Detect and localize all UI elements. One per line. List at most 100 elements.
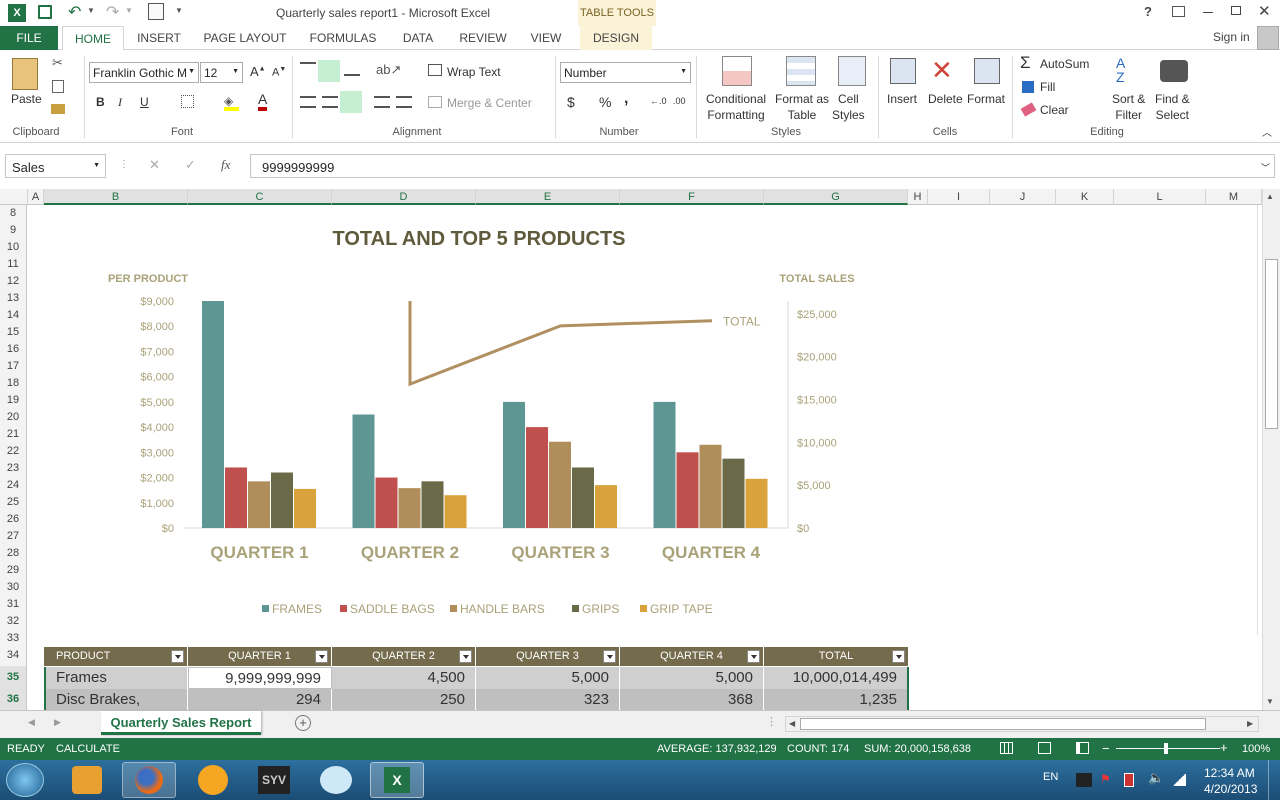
cell-styles-button[interactable]: Cell Styles [832,91,865,123]
column-header[interactable]: D [332,189,476,205]
align-left-icon[interactable] [300,96,316,108]
chart-area[interactable]: TOTAL AND TOP 5 PRODUCTS PER PRODUCT TOT… [44,205,1258,635]
align-top-icon[interactable] [300,62,316,76]
horizontal-scrollbar[interactable]: ◀ ▶ [785,716,1259,732]
customize-toolbar-icon[interactable]: ▼ [175,6,183,15]
tab-data[interactable]: DATA [402,31,434,45]
pps-app-icon[interactable] [198,765,228,795]
table-cell-selected[interactable]: 9,999,999,999 [188,667,332,689]
cut-icon[interactable]: ✂ [52,55,63,70]
column-header[interactable]: E [476,189,620,205]
shrink-font-icon[interactable]: A▼ [272,66,287,79]
filter-dropdown-icon[interactable] [892,650,905,663]
vertical-scroll-thumb[interactable] [1265,259,1278,429]
row-header[interactable]: 13 [6,292,20,304]
input-language[interactable]: EN [1043,771,1059,783]
redo-icon[interactable]: ↷ [106,4,120,21]
filter-dropdown-icon[interactable] [315,650,328,663]
row-header[interactable]: 34 [6,649,20,661]
table-header-quarter-3[interactable]: QUARTER 3 [476,647,620,666]
insert-cells-button[interactable]: Insert [887,92,918,106]
find-select-button[interactable]: Find & Select [1155,91,1190,123]
row-header[interactable]: 20 [6,411,20,423]
toolbox-app-icon[interactable] [72,766,102,794]
copy-icon[interactable] [52,80,64,93]
row-header[interactable]: 21 [6,428,20,440]
sign-in-link[interactable]: Sign in [1213,30,1250,44]
status-calculate[interactable]: CALCULATE [56,743,120,755]
undo-icon[interactable]: ↶ [68,4,82,21]
next-sheet-icon[interactable]: ▶ [54,717,61,727]
decrease-decimal-icon[interactable]: .00 [673,96,686,106]
zoom-out-icon[interactable]: − [1102,741,1110,756]
status-average[interactable]: AVERAGE: 137,932,129 [657,743,777,755]
increase-indent-icon[interactable] [396,96,412,108]
row-header[interactable]: 31 [6,598,20,610]
scroll-split-icon[interactable]: ⋮ [766,716,777,728]
ribbon-display-icon[interactable] [1172,6,1185,17]
row-header[interactable]: 16 [6,343,20,355]
table-cell[interactable]: 4,500 [332,667,476,689]
row-header[interactable]: 14 [6,309,20,321]
column-header[interactable]: F [620,189,764,205]
fill-color-icon[interactable]: ◈ [224,94,239,111]
row-header[interactable]: 33 [6,632,20,644]
table-cell[interactable]: 5,000 [620,667,764,689]
column-header[interactable]: H [908,189,928,205]
sort-filter-button[interactable]: Sort & Filter [1112,91,1145,123]
clock-time[interactable]: 12:34 AM [1204,766,1255,780]
restore-icon[interactable] [1231,6,1241,15]
save-icon[interactable] [38,5,52,19]
collapse-ribbon-icon[interactable]: ︿ [1262,128,1272,139]
status-count[interactable]: COUNT: 174 [787,743,850,755]
delete-cells-button[interactable]: Delete [928,92,963,106]
page-break-preview-icon[interactable] [1076,742,1089,754]
sheet-tab-active[interactable]: Quarterly Sales Report [101,711,261,735]
tab-insert[interactable]: INSERT [137,31,181,45]
firefox-app-icon[interactable] [122,762,176,798]
zoom-level[interactable]: 100% [1242,743,1271,755]
font-name-select[interactable]: Franklin Gothic M ▼ [89,62,199,83]
paint-app-icon[interactable] [320,766,352,794]
scroll-right-icon[interactable]: ▶ [1247,719,1254,728]
minimize-icon[interactable] [1203,12,1213,13]
bold-button[interactable]: B [96,95,105,109]
align-middle-icon[interactable] [318,60,340,82]
column-header[interactable]: I [928,189,990,205]
row-header[interactable]: 11 [7,258,19,270]
column-header[interactable]: G [764,189,908,205]
column-header[interactable]: M [1206,189,1262,205]
row-header[interactable]: 24 [6,479,20,491]
row-header[interactable]: 26 [6,513,20,525]
autosum-button[interactable]: AutoSum [1040,57,1090,71]
select-all-corner[interactable] [0,189,28,205]
align-center-icon[interactable] [322,96,338,108]
expand-formula-icon[interactable]: ﹀ [1260,163,1270,173]
grow-font-icon[interactable]: A▲ [250,64,266,79]
tab-review[interactable]: REVIEW [459,31,507,45]
column-header[interactable]: B [44,189,188,205]
conditional-formatting-button[interactable]: Conditional Formatting [706,91,766,123]
tray-volume-icon[interactable]: 🔈 [1148,770,1165,785]
row-header[interactable]: 15 [6,326,20,338]
zoom-slider[interactable] [1116,748,1220,749]
paste-icon[interactable] [12,58,38,90]
format-painter-icon[interactable] [51,104,65,114]
column-header[interactable]: K [1056,189,1114,205]
tray-network-icon[interactable] [1172,774,1186,786]
row-header[interactable]: 19 [6,394,20,406]
excel-app-icon[interactable]: X [370,762,424,798]
filter-dropdown-icon[interactable] [747,650,760,663]
row-header[interactable]: 17 [6,360,20,372]
column-header[interactable]: J [990,189,1056,205]
row-header[interactable]: 27 [6,530,20,542]
table-header-total[interactable]: TOTAL [764,647,909,666]
table-cell[interactable]: 323 [476,689,620,711]
row-header[interactable]: 32 [6,615,20,627]
close-icon[interactable]: ✕ [1258,3,1271,20]
insert-function-icon[interactable]: fx [221,157,231,172]
scroll-up-icon[interactable]: ▲ [1266,192,1274,201]
table-cell[interactable]: Disc Brakes, Front [44,689,188,730]
syv-app-icon[interactable]: SYV [258,766,290,794]
font-size-select[interactable]: 12 ▼ [200,62,243,83]
